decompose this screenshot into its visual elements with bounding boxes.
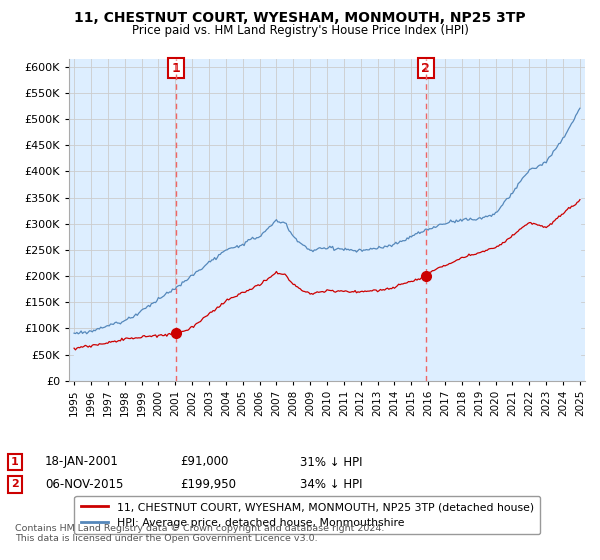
Text: 1: 1 (11, 457, 19, 467)
Text: £91,000: £91,000 (180, 455, 229, 469)
Text: £199,950: £199,950 (180, 478, 236, 491)
Text: 1: 1 (172, 62, 181, 74)
Text: Price paid vs. HM Land Registry's House Price Index (HPI): Price paid vs. HM Land Registry's House … (131, 24, 469, 37)
Text: 11, CHESTNUT COURT, WYESHAM, MONMOUTH, NP25 3TP: 11, CHESTNUT COURT, WYESHAM, MONMOUTH, N… (74, 11, 526, 25)
Text: 31% ↓ HPI: 31% ↓ HPI (300, 455, 362, 469)
Text: 34% ↓ HPI: 34% ↓ HPI (300, 478, 362, 491)
Text: 18-JAN-2001: 18-JAN-2001 (45, 455, 119, 469)
Text: Contains HM Land Registry data © Crown copyright and database right 2024.
This d: Contains HM Land Registry data © Crown c… (15, 524, 385, 543)
Text: 06-NOV-2015: 06-NOV-2015 (45, 478, 124, 491)
Text: 2: 2 (421, 62, 430, 74)
Legend: 11, CHESTNUT COURT, WYESHAM, MONMOUTH, NP25 3TP (detached house), HPI: Average p: 11, CHESTNUT COURT, WYESHAM, MONMOUTH, N… (74, 496, 540, 534)
Text: 2: 2 (11, 479, 19, 489)
